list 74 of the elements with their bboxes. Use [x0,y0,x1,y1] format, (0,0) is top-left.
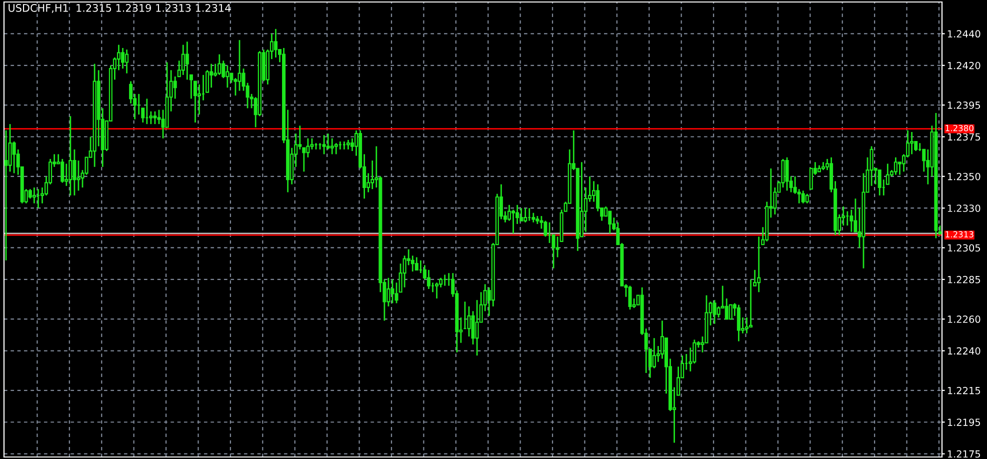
candlestick [234,77,238,96]
candlestick [520,207,524,222]
candlestick [125,48,129,74]
y-tick-label: 1.2175 [948,450,980,458]
y-tick-label: 1.2305 [948,244,980,252]
candlestick [757,236,761,293]
candlestick [386,277,390,308]
candlestick [185,40,189,80]
candlestick [274,28,278,58]
candlestick [435,282,439,300]
candlestick [181,44,185,76]
candlestick [736,304,740,342]
candlestick [4,130,8,262]
y-tick-label: 1.2420 [948,62,980,70]
candlestick [72,148,76,196]
y-tick-label: 1.2240 [948,347,980,355]
candlestick [76,160,80,192]
candlestick [511,208,516,234]
candlestick [556,236,560,258]
candlestick [218,54,222,76]
ref-line-label: 1.2380 [946,124,974,132]
candlestick [744,316,749,334]
candlestick [32,186,36,204]
y-tick-label: 1.2260 [948,316,980,323]
candlestick [68,115,72,196]
candlestick [8,123,12,172]
candlestick [322,134,326,155]
ref-line-label: 1.2313 [946,231,974,238]
candlestick [712,299,716,325]
candlestick [426,269,430,290]
candlestick [28,188,32,200]
y-tick-label: 1.2350 [948,172,980,180]
candlestick [785,156,789,192]
candlestick [390,278,394,304]
y-tick-label: 1.2375 [948,133,980,141]
candlestick [544,220,548,238]
candlestick [12,140,16,174]
y-tick-label: 1.2195 [948,418,980,426]
candlestick [854,198,858,233]
candlestick [326,132,330,150]
candlestick [878,169,882,196]
candlestick [330,138,334,155]
candlestick [628,285,632,310]
candlestick [801,190,805,204]
candlestick [552,234,556,270]
y-tick-label: 1.2395 [948,102,980,109]
candlestick [226,64,230,88]
candlestick [850,208,854,233]
y-tick-label: 1.2215 [948,386,980,394]
candlestick [608,210,612,234]
candlestick [414,256,418,271]
candlestick [334,142,338,155]
candlestick [193,80,197,124]
candlestick [394,282,398,304]
candlestick [153,110,157,125]
candlestick [805,193,809,204]
candlestick [894,156,898,176]
candlestick [652,337,656,369]
candlestick [306,138,310,158]
y-tick-label: 1.2285 [948,276,980,284]
candlestick [346,139,350,150]
candlestick [467,306,471,338]
candlestick [910,131,914,155]
candlestick [524,207,528,224]
y-tick-label: 1.2330 [948,204,980,212]
candlestick [716,306,720,318]
candlestick [238,39,242,92]
y-tick-label: 1.2440 [948,30,980,38]
candlestick [724,298,728,320]
candlestick [60,158,64,184]
chart-title: USDCHF,H1 1.2315 1.2319 1.2313 1.2314 [8,4,231,13]
candlestick [532,212,536,224]
candlestick [120,47,125,70]
candlestick [475,299,479,356]
